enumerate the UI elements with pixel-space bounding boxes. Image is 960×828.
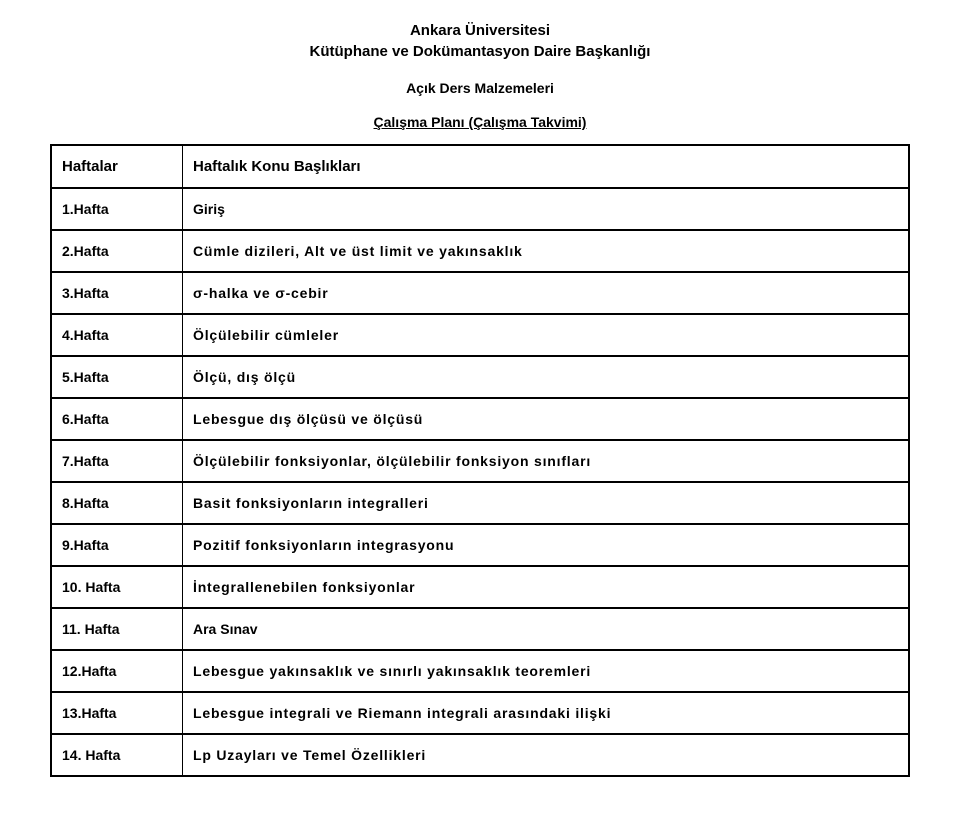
topic-cell: Giriş: [183, 188, 910, 230]
topic-text: Basit fonksiyonların integralleri: [193, 495, 429, 511]
week-cell: 10. Hafta: [51, 566, 183, 608]
table-row: 6.Hafta Lebesgue dış ölçüsü ve ölçüsü: [51, 398, 909, 440]
topic-text: Giriş: [193, 201, 225, 217]
table-row: 11. Hafta Ara Sınav: [51, 608, 909, 650]
table-row: 5.Hafta Ölçü, dış ölçü: [51, 356, 909, 398]
week-cell: 9.Hafta: [51, 524, 183, 566]
table-row: 8.Hafta Basit fonksiyonların integraller…: [51, 482, 909, 524]
topic-cell: Ölçülebilir cümleler: [183, 314, 910, 356]
institution-line2: Kütüphane ve Dokümantasyon Daire Başkanl…: [50, 41, 910, 62]
materials-subheader: Açık Ders Malzemeleri: [50, 80, 910, 96]
topic-cell: Basit fonksiyonların integralleri: [183, 482, 910, 524]
table-row: 14. Hafta Lp Uzayları ve Temel Özellikle…: [51, 734, 909, 776]
topic-text: Lebesgue dış ölçüsü ve ölçüsü: [193, 411, 423, 427]
topic-text: Pozitif fonksiyonların integrasyonu: [193, 537, 454, 553]
week-cell: 12.Hafta: [51, 650, 183, 692]
topic-cell: İntegrallenebilen fonksiyonlar: [183, 566, 910, 608]
topic-text: Cümle dizileri, Alt ve üst limit ve yakı…: [193, 243, 523, 259]
table-row: 10. Hafta İntegrallenebilen fonksiyonlar: [51, 566, 909, 608]
table-row: 3.Hafta σ-halka ve σ-cebir: [51, 272, 909, 314]
topic-text: Lebesgue integrali ve Riemann integrali …: [193, 705, 611, 721]
topic-text: σ-halka ve σ-cebir: [193, 285, 329, 301]
week-cell: 1.Hafta: [51, 188, 183, 230]
institution-header: Ankara Üniversitesi Kütüphane ve Doküman…: [50, 20, 910, 62]
topic-cell: Ölçü, dış ölçü: [183, 356, 910, 398]
table-row: 7.Hafta Ölçülebilir fonksiyonlar, ölçüle…: [51, 440, 909, 482]
topic-cell: Ölçülebilir fonksiyonlar, ölçülebilir fo…: [183, 440, 910, 482]
week-cell: 14. Hafta: [51, 734, 183, 776]
topic-text: Ölçü, dış ölçü: [193, 369, 296, 385]
week-cell: 6.Hafta: [51, 398, 183, 440]
topic-cell: Lebesgue dış ölçüsü ve ölçüsü: [183, 398, 910, 440]
table-row: 13.Hafta Lebesgue integrali ve Riemann i…: [51, 692, 909, 734]
topic-cell: Lebesgue integrali ve Riemann integrali …: [183, 692, 910, 734]
week-cell: 4.Hafta: [51, 314, 183, 356]
topic-cell: Lp Uzayları ve Temel Özellikleri: [183, 734, 910, 776]
header-topics: Haftalık Konu Başlıkları: [183, 145, 910, 188]
schedule-table: Haftalar Haftalık Konu Başlıkları 1.Haft…: [50, 144, 910, 777]
topic-cell: σ-halka ve σ-cebir: [183, 272, 910, 314]
topic-text: Ölçülebilir fonksiyonlar, ölçülebilir fo…: [193, 453, 591, 469]
page-root: Ankara Üniversitesi Kütüphane ve Doküman…: [0, 0, 960, 817]
topic-text: Ölçülebilir cümleler: [193, 327, 339, 343]
topic-cell: Pozitif fonksiyonların integrasyonu: [183, 524, 910, 566]
week-cell: 13.Hafta: [51, 692, 183, 734]
topic-text: İntegrallenebilen fonksiyonlar: [193, 579, 415, 595]
plan-title: Çalışma Planı (Çalışma Takvimi): [50, 114, 910, 130]
week-cell: 2.Hafta: [51, 230, 183, 272]
topic-text: Lebesgue yakınsaklık ve sınırlı yakınsak…: [193, 663, 591, 679]
header-weeks: Haftalar: [51, 145, 183, 188]
table-row: 1.Hafta Giriş: [51, 188, 909, 230]
week-cell: 5.Hafta: [51, 356, 183, 398]
topic-text: Ara Sınav: [193, 621, 258, 637]
week-cell: 7.Hafta: [51, 440, 183, 482]
table-row: 4.Hafta Ölçülebilir cümleler: [51, 314, 909, 356]
topic-text: Lp Uzayları ve Temel Özellikleri: [193, 747, 426, 763]
topic-cell: Lebesgue yakınsaklık ve sınırlı yakınsak…: [183, 650, 910, 692]
table-row: 2.Hafta Cümle dizileri, Alt ve üst limit…: [51, 230, 909, 272]
topic-cell: Ara Sınav: [183, 608, 910, 650]
week-cell: 3.Hafta: [51, 272, 183, 314]
table-row: 12.Hafta Lebesgue yakınsaklık ve sınırlı…: [51, 650, 909, 692]
topic-cell: Cümle dizileri, Alt ve üst limit ve yakı…: [183, 230, 910, 272]
table-row: 9.Hafta Pozitif fonksiyonların integrasy…: [51, 524, 909, 566]
week-cell: 11. Hafta: [51, 608, 183, 650]
table-header-row: Haftalar Haftalık Konu Başlıkları: [51, 145, 909, 188]
institution-line1: Ankara Üniversitesi: [50, 20, 910, 41]
week-cell: 8.Hafta: [51, 482, 183, 524]
